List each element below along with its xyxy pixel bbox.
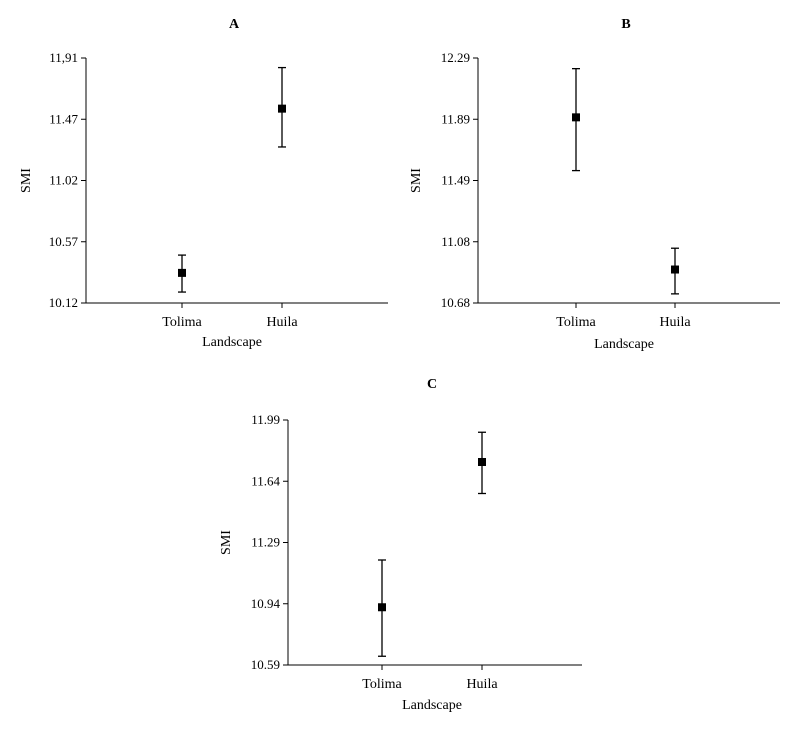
y-tick-label: 11.49 (441, 173, 470, 188)
mean-marker (671, 265, 679, 274)
y-tick-label: 12.29 (441, 50, 470, 65)
y-axis-title: SMI (19, 168, 34, 193)
mean-marker (278, 104, 286, 113)
x-axis-title: Landscape (402, 698, 462, 713)
x-category-label: Tolima (362, 677, 402, 692)
x-category-label: Huila (466, 677, 498, 692)
x-axis-title: Landscape (202, 335, 262, 350)
y-tick-label: 10.94 (251, 596, 281, 611)
y-tick-label: 11.89 (441, 111, 470, 126)
y-tick-label: 11,91 (49, 50, 78, 65)
x-category-label: Huila (659, 315, 691, 330)
y-axis-title: SMI (409, 168, 424, 193)
y-tick-label: 10.68 (441, 295, 470, 310)
y-tick-label: 11.08 (441, 234, 470, 249)
mean-marker (178, 268, 186, 277)
y-axis-title: SMI (219, 530, 234, 555)
panel-title: B (621, 17, 630, 32)
mean-marker (378, 603, 386, 612)
y-tick-label: 11.47 (49, 111, 78, 126)
y-tick-label: 10.12 (49, 295, 78, 310)
y-tick-label: 10.57 (49, 234, 79, 249)
panel-title: A (229, 17, 240, 32)
x-category-label: Huila (266, 315, 298, 330)
y-tick-label: 11.99 (251, 412, 280, 427)
mean-marker (478, 458, 486, 466)
x-category-label: Tolima (162, 315, 202, 330)
y-tick-label: 10.59 (251, 657, 280, 672)
x-category-label: Tolima (556, 315, 596, 330)
y-tick-label: 11.02 (49, 173, 78, 188)
y-tick-label: 11.64 (251, 473, 280, 488)
panel-title: C (427, 377, 437, 392)
x-axis-title: Landscape (594, 337, 654, 352)
y-tick-label: 11.29 (251, 535, 280, 550)
mean-marker (572, 113, 580, 122)
